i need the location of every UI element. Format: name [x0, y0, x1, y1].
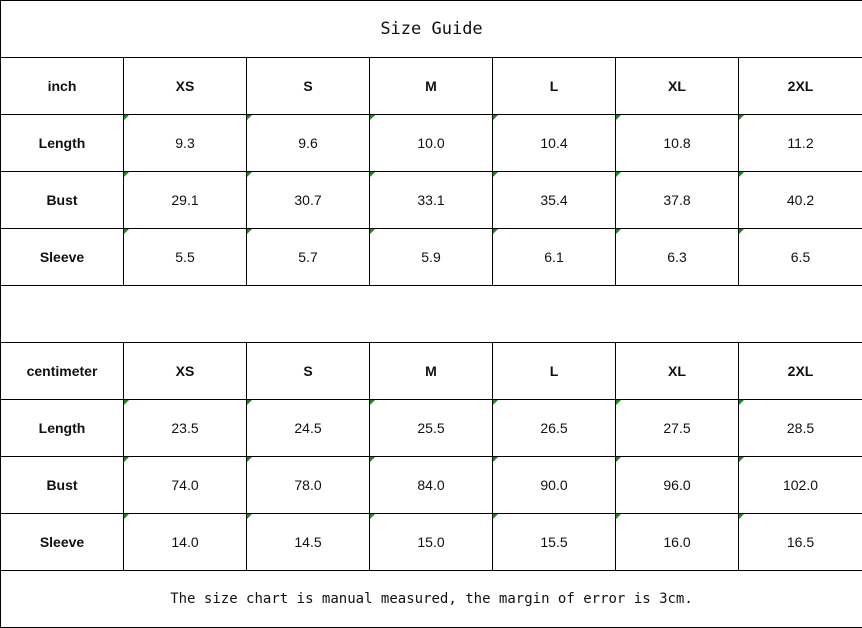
- measurement-label: Bust: [0, 456, 124, 514]
- centimeter-row-length: Length 23.5 24.5 25.5 26.5 27.5 28.5: [0, 399, 862, 457]
- measurement-value: 78.0: [246, 456, 370, 514]
- measurement-value: 33.1: [369, 171, 493, 229]
- centimeter-row-bust: Bust 74.0 78.0 84.0 90.0 96.0 102.0: [0, 456, 862, 514]
- measurement-label: Bust: [0, 171, 124, 229]
- measurement-value: 6.1: [492, 228, 616, 286]
- measurement-value: 6.5: [738, 228, 862, 286]
- size-header-l: L: [492, 342, 616, 400]
- size-header-m: M: [369, 342, 493, 400]
- measurement-value: 28.5: [738, 399, 862, 457]
- size-header-xs: XS: [123, 57, 247, 115]
- measurement-value: 84.0: [369, 456, 493, 514]
- measurement-value: 10.4: [492, 114, 616, 172]
- size-header-2xl: 2XL: [738, 342, 862, 400]
- measurement-value: 74.0: [123, 456, 247, 514]
- measurement-value: 26.5: [492, 399, 616, 457]
- inch-row-sleeve: Sleeve 5.5 5.7 5.9 6.1 6.3 6.5: [0, 228, 862, 286]
- size-header-xl: XL: [615, 57, 739, 115]
- measurement-value: 10.0: [369, 114, 493, 172]
- size-header-2xl: 2XL: [738, 57, 862, 115]
- measurement-value: 5.9: [369, 228, 493, 286]
- measurement-value: 24.5: [246, 399, 370, 457]
- measurement-value: 9.3: [123, 114, 247, 172]
- measurement-label: Sleeve: [0, 513, 124, 571]
- title-row: Size Guide: [0, 0, 862, 58]
- unit-label: centimeter: [0, 342, 124, 400]
- measurement-value: 27.5: [615, 399, 739, 457]
- spacer-row: [0, 285, 862, 343]
- table-title: Size Guide: [0, 0, 862, 58]
- size-header-l: L: [492, 57, 616, 115]
- size-header-m: M: [369, 57, 493, 115]
- measurement-value: 15.0: [369, 513, 493, 571]
- measurement-value: 11.2: [738, 114, 862, 172]
- measurement-value: 35.4: [492, 171, 616, 229]
- measurement-value: 14.5: [246, 513, 370, 571]
- measurement-value: 30.7: [246, 171, 370, 229]
- measurement-value: 5.7: [246, 228, 370, 286]
- measurement-value: 23.5: [123, 399, 247, 457]
- centimeter-row-sleeve: Sleeve 14.0 14.5 15.0 15.5 16.0 16.5: [0, 513, 862, 571]
- measurement-value: 102.0: [738, 456, 862, 514]
- inch-row-length: Length 9.3 9.6 10.0 10.4 10.8 11.2: [0, 114, 862, 172]
- measurement-value: 16.5: [738, 513, 862, 571]
- measurement-value: 90.0: [492, 456, 616, 514]
- size-header-xs: XS: [123, 342, 247, 400]
- size-header-xl: XL: [615, 342, 739, 400]
- measurement-label: Sleeve: [0, 228, 124, 286]
- measurement-value: 9.6: [246, 114, 370, 172]
- measurement-value: 29.1: [123, 171, 247, 229]
- measurement-value: 16.0: [615, 513, 739, 571]
- measurement-value: 14.0: [123, 513, 247, 571]
- measurement-label: Length: [0, 114, 124, 172]
- measurement-value: 37.8: [615, 171, 739, 229]
- measurement-value: 5.5: [123, 228, 247, 286]
- spacer-cell: [0, 285, 862, 343]
- size-header-s: S: [246, 57, 370, 115]
- inch-header-row: inch XS S M L XL 2XL: [0, 57, 862, 115]
- centimeter-header-row: centimeter XS S M L XL 2XL: [0, 342, 862, 400]
- note-row: The size chart is manual measured, the m…: [0, 570, 862, 628]
- measurement-value: 6.3: [615, 228, 739, 286]
- measurement-label: Length: [0, 399, 124, 457]
- measurement-value: 15.5: [492, 513, 616, 571]
- measurement-value: 10.8: [615, 114, 739, 172]
- unit-label: inch: [0, 57, 124, 115]
- size-header-s: S: [246, 342, 370, 400]
- footnote: The size chart is manual measured, the m…: [0, 570, 862, 628]
- measurement-value: 40.2: [738, 171, 862, 229]
- measurement-value: 96.0: [615, 456, 739, 514]
- measurement-value: 25.5: [369, 399, 493, 457]
- inch-row-bust: Bust 29.1 30.7 33.1 35.4 37.8 40.2: [0, 171, 862, 229]
